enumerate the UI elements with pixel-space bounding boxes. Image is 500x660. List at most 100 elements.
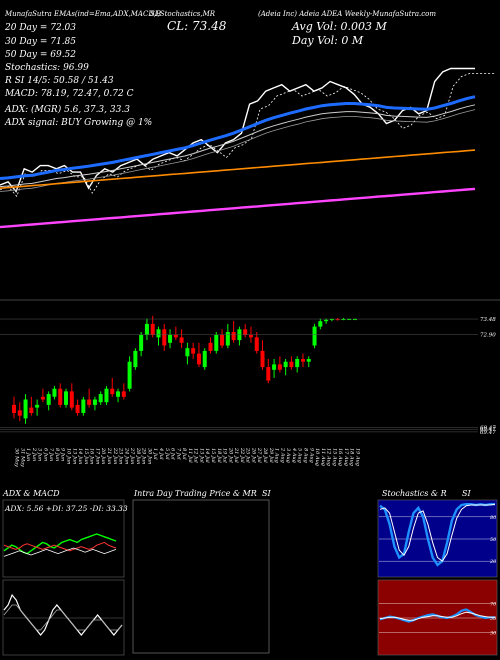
date-tick-label: 20 Jun <box>100 447 106 464</box>
date-tick-label: 7 Jul <box>175 448 181 460</box>
candle-body <box>324 319 329 322</box>
date-tick-label: 25 Jul <box>245 447 251 463</box>
date-tick-label: 18 Jul <box>216 448 222 463</box>
date-tick-label: 20 Jul <box>227 447 233 463</box>
date-tick-label: 2 Aug <box>279 447 285 463</box>
candle-body <box>69 391 74 408</box>
date-tick-label: 9 Jun <box>60 448 66 461</box>
ema-lines-group <box>0 67 495 229</box>
date-tick-label: 9 Aug <box>308 448 314 463</box>
date-tick-label: 8 Jul <box>181 448 187 460</box>
date-tick-label: 18 Aug <box>349 448 355 466</box>
price-line <box>0 67 475 193</box>
close-label: CL: 73.48 <box>167 19 227 33</box>
date-tick-label: 30 Jun <box>146 448 152 464</box>
date-tick-label: 1 Jul <box>152 448 158 460</box>
candle-body <box>225 332 230 346</box>
candle-body <box>191 348 196 354</box>
date-tick-label: 16 Aug <box>337 448 343 466</box>
date-tick-label: 1 Jun <box>25 448 31 461</box>
candle-body <box>23 399 28 419</box>
date-tick-label: 13 Jul <box>198 448 204 463</box>
candle-body <box>208 342 213 351</box>
ema-info-macd: MACD: 78.19, 72.47, 0.72 C <box>4 89 134 99</box>
price-tick-label: 69.47 <box>480 430 496 436</box>
date-tick-label: 24 Jun <box>123 447 129 464</box>
stochastics-lines: 80 50 20 <box>379 502 497 567</box>
candle-body <box>254 337 259 351</box>
date-tick-label: 4 Jul <box>158 447 164 460</box>
ema-info-30: 30 Day = 71.85 <box>5 37 76 47</box>
date-tick-label: 13 Jun <box>71 448 77 464</box>
date-tick-label: 16 Jun <box>89 448 95 464</box>
ema-panel: MunafaSutra EMAs(ind=Ema,ADX,MACD,B SI,S… <box>0 10 495 229</box>
candle-body <box>173 334 178 338</box>
date-tick-label: 14 Jul <box>204 448 210 463</box>
date-tick-label: 21 Jul <box>233 447 239 463</box>
rsi-level-label: 50 <box>490 616 497 622</box>
stoch-si: SI <box>462 489 471 498</box>
macd-panel <box>2 579 125 656</box>
ema-info-50: 50 Day = 69.52 <box>5 50 76 60</box>
candle-body <box>300 359 305 362</box>
date-tick-label: 6 Jun <box>42 448 48 461</box>
candle-body <box>133 350 138 368</box>
date-tick-label: 26 Jul <box>251 447 257 463</box>
candle-body <box>46 394 51 405</box>
header-mid-line: SI,Stochastics,MR <box>150 10 216 18</box>
candle-body <box>341 319 346 321</box>
date-tick-label: 11 Aug <box>320 448 326 466</box>
date-tick-label: 5 Aug <box>297 448 303 463</box>
candle-body <box>295 359 300 368</box>
price-tick-label: 69.47 <box>480 427 496 433</box>
candle-body <box>17 410 22 416</box>
stoch-level-label: 80 <box>490 515 497 521</box>
date-tick-label: 19 Aug <box>355 448 361 466</box>
candle-body <box>127 361 132 389</box>
date-tick-label: 10 Jun <box>66 448 72 464</box>
date-tick-label: 27 Jul <box>256 447 262 463</box>
candle-body <box>179 337 184 343</box>
date-tick-label: 21 Jun <box>106 447 112 464</box>
candle-body <box>283 361 288 368</box>
candle-body <box>144 323 149 335</box>
candle-body <box>289 361 294 368</box>
date-tick-label: 8 Jun <box>54 448 60 461</box>
candle-body <box>110 388 115 395</box>
date-tick-label: 4 Aug <box>291 447 297 463</box>
adx-panel-title: ADX & MACD <box>2 489 60 498</box>
header-right-line: (Adeia Inc) Adeia ADEA Weekly-MunafaSutr… <box>258 10 436 18</box>
date-tick-label: 5 Jul <box>164 448 170 460</box>
candle-body <box>272 364 277 370</box>
adx-lines <box>3 533 117 557</box>
mrsi-line <box>379 611 495 621</box>
candle-body <box>87 399 92 405</box>
adx-signal-line: ADX signal: BUY Growing @ 1% <box>4 118 152 128</box>
candle-body <box>104 388 109 403</box>
ema-50-line <box>0 149 476 189</box>
date-tick-label: 11 Jul <box>187 448 193 463</box>
candle-body <box>266 367 271 381</box>
date-tick-label: 8 Aug <box>303 448 309 463</box>
candle-body <box>156 329 161 338</box>
candle-body <box>52 388 57 397</box>
price-tick-label: 69.47 <box>480 425 496 431</box>
adx-panel <box>2 499 125 578</box>
candle-body <box>220 334 225 346</box>
date-tick-label: 3 Aug <box>285 448 291 463</box>
candle-body <box>202 350 207 368</box>
date-tick-label: 12 Jul <box>193 448 199 463</box>
candle-body <box>64 391 69 405</box>
stoch-d-line <box>379 503 496 562</box>
date-tick-label: 22 Jun <box>112 447 118 464</box>
candle-body <box>277 364 282 370</box>
adx-line: ADX: (MGR) 5.6, 37.3, 33.3 <box>4 104 130 115</box>
date-tick-label: 23 Jun <box>118 447 124 464</box>
candle-body <box>231 332 236 341</box>
avg-vol-label: Avg Vol: 0.003 M <box>291 20 388 33</box>
date-axis: 30 May 31 May 1 Jun 2 Jun 3 Jun 6 Jun 7 Jun 8 J… <box>14 447 361 467</box>
ema-info-rsi: R SI 14/5: 50.58 / 51.43 <box>4 76 114 86</box>
candle-body <box>162 329 167 346</box>
candle-body <box>139 334 144 351</box>
